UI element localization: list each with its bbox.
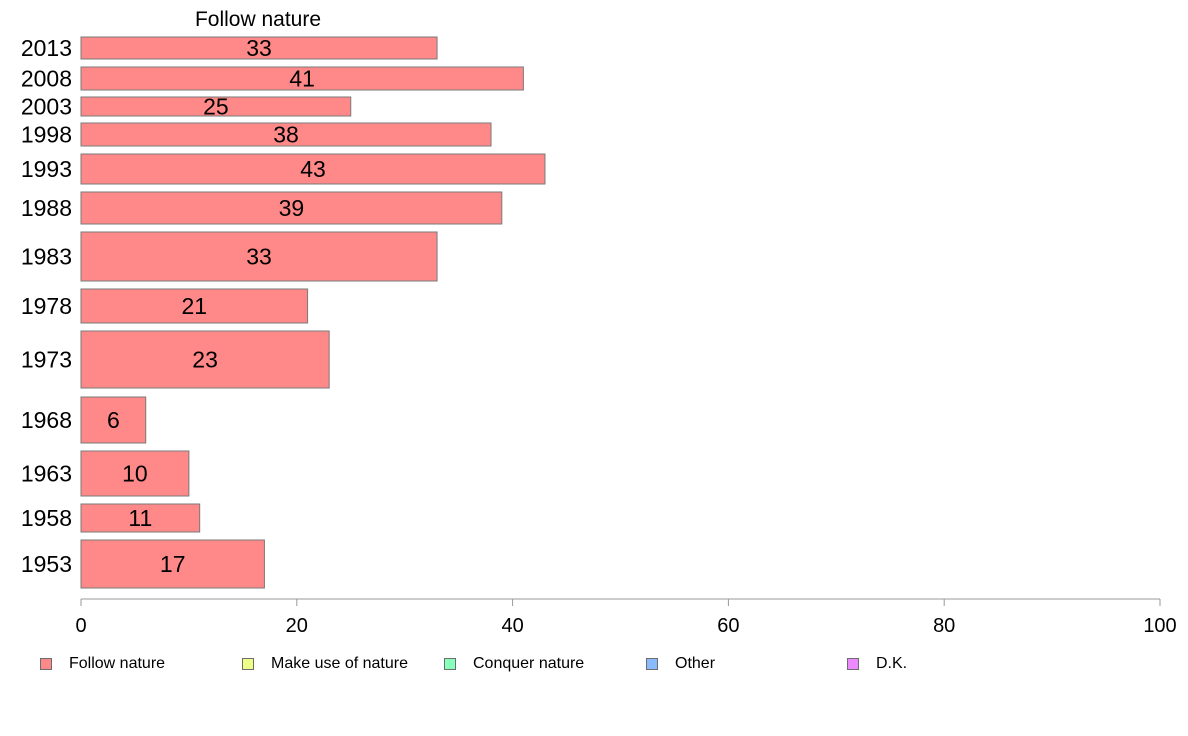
category-label-1973: 1973 xyxy=(21,347,72,373)
x-tick-label: 0 xyxy=(75,615,86,637)
bars-group xyxy=(80,36,546,589)
category-label-1978: 1978 xyxy=(21,293,72,319)
bar-1988 xyxy=(80,191,503,225)
category-label-1963: 1963 xyxy=(21,461,72,487)
category-label-1993: 1993 xyxy=(21,156,72,182)
legend-label: D.K. xyxy=(876,655,908,672)
category-label-1953: 1953 xyxy=(21,551,72,577)
legend-label: Follow nature xyxy=(69,655,166,672)
bar-2008 xyxy=(80,66,524,91)
category-label-2008: 2008 xyxy=(21,66,72,92)
legend-item-make-use-of-nature: Make use of nature xyxy=(242,652,408,676)
bar-2013 xyxy=(80,36,438,60)
legend-swatch xyxy=(40,658,52,670)
bar-value-label: 33 xyxy=(246,244,272,270)
bar-1978 xyxy=(80,288,309,324)
x-tick-label: 80 xyxy=(933,615,955,637)
category-label-1968: 1968 xyxy=(21,407,72,433)
category-label-1998: 1998 xyxy=(21,122,72,148)
x-axis: 0 20 40 60 80 100 xyxy=(75,598,1177,637)
legend-label: Make use of nature xyxy=(271,655,408,672)
bar-value-label: 33 xyxy=(246,35,272,61)
bar-value-label: 11 xyxy=(128,505,152,531)
x-tick-label: 100 xyxy=(1143,615,1176,637)
bar-1973 xyxy=(80,330,330,389)
legend-label: Conquer nature xyxy=(473,655,585,672)
x-tick-label: 40 xyxy=(501,615,523,637)
legend-swatch xyxy=(444,658,456,670)
category-label-2013: 2013 xyxy=(21,35,72,61)
legend-item-other: Other xyxy=(646,652,715,676)
bar-value-label: 21 xyxy=(181,293,207,319)
bar-1993 xyxy=(80,153,546,185)
category-label-1983: 1983 xyxy=(21,244,72,270)
bar-value-label: 41 xyxy=(289,66,315,92)
bar-value-label: 17 xyxy=(160,551,186,577)
x-tick-label: 20 xyxy=(286,615,308,637)
bar-1958 xyxy=(80,503,201,533)
bar-value-label: 6 xyxy=(107,407,120,433)
legend-item-follow-nature: Follow nature xyxy=(40,652,165,676)
x-tick-label: 60 xyxy=(717,615,739,637)
bar-1968 xyxy=(80,396,147,444)
legend: Follow nature Make use of nature Conquer… xyxy=(0,652,1188,676)
bar-value-label: 38 xyxy=(273,122,299,148)
legend-item-conquer-nature: Conquer nature xyxy=(444,652,584,676)
bar-value-label: 39 xyxy=(279,195,305,221)
legend-label: Other xyxy=(675,655,716,672)
chart-title: Follow nature xyxy=(195,8,321,31)
category-label-1958: 1958 xyxy=(21,505,72,531)
bar-value-label: 25 xyxy=(203,94,229,120)
bar-value-label: 43 xyxy=(300,156,326,182)
bar-1998 xyxy=(80,122,492,147)
bar-1953 xyxy=(80,539,265,589)
category-label-2003: 2003 xyxy=(21,94,72,120)
legend-swatch xyxy=(242,658,254,670)
bar-value-label: 23 xyxy=(192,347,218,373)
bar-1983 xyxy=(80,231,438,282)
bar-value-label: 10 xyxy=(122,461,148,487)
category-label-1988: 1988 xyxy=(21,195,72,221)
bar-1963 xyxy=(80,450,190,497)
legend-item-dk: D.K. xyxy=(847,652,907,676)
legend-swatch xyxy=(847,658,859,670)
bar-2003 xyxy=(80,96,352,117)
legend-swatch xyxy=(646,658,658,670)
